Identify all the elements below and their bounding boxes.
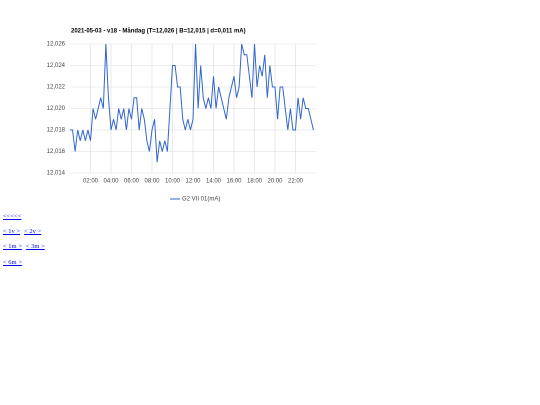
chart-title: 2021-05-03 - v18 - Måndag (T=12,026 | B=… — [71, 28, 246, 35]
nav-link[interactable]: < 2v > — [24, 228, 42, 236]
nav-link[interactable]: < 6m > — [3, 258, 22, 266]
nav-link[interactable]: < 1v > — [3, 228, 21, 236]
link-row: < 6m > — [3, 259, 49, 274]
y-tick-label: 12,016 — [47, 149, 66, 155]
x-tick-label: 22:00 — [288, 179, 304, 185]
chart: 2021-05-03 - v18 - Måndag (T=12,026 | B=… — [47, 28, 316, 203]
y-tick-label: 12,022 — [47, 85, 66, 91]
link-row: < 1m > < 3m > — [3, 243, 49, 258]
y-tick-label: 12,018 — [47, 128, 66, 134]
x-tick-label: 04:00 — [103, 179, 119, 185]
x-tick-label: 14:00 — [206, 179, 222, 185]
x-tick-label: 20:00 — [267, 179, 283, 185]
x-tick-label: 10:00 — [165, 179, 181, 185]
x-tick-label: 02:00 — [83, 179, 99, 185]
y-tick-label: 12,020 — [47, 106, 66, 112]
legend-label: G2 VII 01(mA) — [182, 197, 220, 203]
nav-link[interactable]: < 3m > — [25, 243, 45, 251]
y-tick-label: 12,024 — [47, 63, 66, 69]
y-tick-label: 12,014 — [47, 171, 66, 177]
link-row: < 1v > < 2v > — [3, 228, 49, 243]
x-tick-label: 08:00 — [144, 179, 160, 185]
nav-link[interactable]: <<<<< — [3, 213, 22, 220]
x-tick-label: 12:00 — [185, 179, 201, 185]
y-tick-label: 12,026 — [47, 42, 66, 48]
x-tick-label: 18:00 — [247, 179, 263, 185]
nav-link[interactable]: < 1m > — [3, 243, 22, 251]
x-tick-label: 16:00 — [226, 179, 242, 185]
data-line — [70, 43, 314, 163]
x-tick-label: 06:00 — [124, 179, 140, 185]
link-row: <<<<< — [3, 213, 49, 228]
nav-links: <<<<< < 1v > < 2v > < 1m > < 3m > < 6m > — [3, 213, 49, 274]
